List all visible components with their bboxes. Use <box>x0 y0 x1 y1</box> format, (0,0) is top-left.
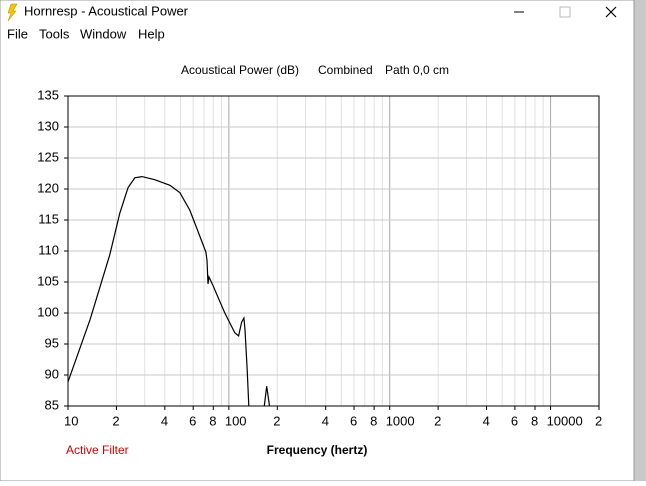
menu-item[interactable]: File <box>7 26 28 41</box>
plot: 10 2 4 6 8 100 2 4 6 8 1000 2 4 6 8 10000 28590951001051… <box>37 87 602 428</box>
x-tick-label: 2 <box>434 413 441 428</box>
x-axis-label: Frequency (hertz) <box>267 443 368 457</box>
x-tick-label: 1000 <box>386 413 415 428</box>
menu-bar: File Tools Window Help <box>7 26 165 41</box>
y-tick-label: 85 <box>45 397 59 412</box>
x-tick-label: 8 <box>209 413 216 428</box>
y-tick-label: 100 <box>37 304 59 319</box>
x-tick-label: 6 <box>189 413 196 428</box>
chart-title: Acoustical Power (dB) <box>181 63 299 77</box>
x-tick-label: 8 <box>531 413 538 428</box>
y-tick-label: 125 <box>37 149 59 164</box>
y-tick-label: 120 <box>37 180 59 195</box>
y-tick-label: 90 <box>45 366 59 381</box>
x-tick-label: 2 <box>112 413 119 428</box>
y-tick-label: 105 <box>37 273 59 288</box>
menu-item[interactable]: Tools <box>39 26 70 41</box>
close-button[interactable] <box>605 6 617 18</box>
y-tick-label: 135 <box>37 87 59 102</box>
x-tick-label: 2 <box>595 413 602 428</box>
chart-mode: Combined <box>318 63 373 77</box>
x-tick-label: 10000 <box>547 413 583 428</box>
background-window <box>634 0 646 481</box>
x-tick-label: 10 <box>64 413 78 428</box>
x-tick-label: 100 <box>225 413 247 428</box>
menu-item[interactable]: Window <box>80 26 127 41</box>
menu-item[interactable]: Help <box>138 26 165 41</box>
y-tick-label: 115 <box>38 211 59 226</box>
x-tick-label: 6 <box>350 413 357 428</box>
y-tick-label: 110 <box>38 242 59 257</box>
x-tick-label: 6 <box>511 413 518 428</box>
x-tick-label: 2 <box>273 413 280 428</box>
x-tick-label: 4 <box>483 413 490 428</box>
x-tick-label: 4 <box>322 413 329 428</box>
x-tick-label: 4 <box>161 413 168 428</box>
plot-border <box>67 95 600 407</box>
x-tick-label: 8 <box>370 413 377 428</box>
active-filter: Active Filter <box>66 443 129 457</box>
window-title: Hornresp - Acoustical Power <box>24 3 189 18</box>
y-tick-label: 95 <box>45 335 59 350</box>
response-curve <box>67 175 271 407</box>
chart-path: Path 0,0 cm <box>385 63 449 77</box>
maximize-button[interactable] <box>559 6 571 18</box>
app-icon <box>7 3 18 22</box>
y-tick-label: 130 <box>37 118 59 133</box>
